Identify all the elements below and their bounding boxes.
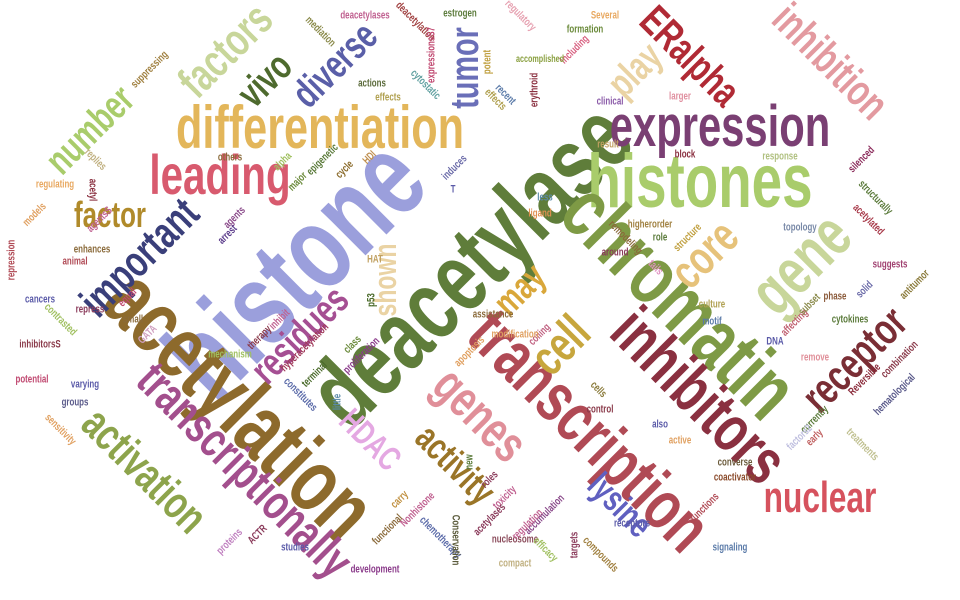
word-enhances: enhances bbox=[73, 243, 111, 256]
word-converse: converse bbox=[717, 456, 753, 469]
word-block: block bbox=[674, 148, 696, 161]
word-mediation: mediation bbox=[302, 14, 338, 50]
word-t: T bbox=[450, 183, 456, 196]
word-carry: carry bbox=[388, 488, 411, 511]
word-histones: histones bbox=[587, 139, 813, 224]
word-effects2: effects bbox=[375, 91, 401, 104]
word-potential: potential bbox=[15, 373, 49, 386]
word-larger: larger bbox=[668, 90, 692, 103]
word-several: Several bbox=[590, 9, 620, 22]
word-higherorder: higherorder bbox=[627, 218, 673, 231]
word-inhibitorss: inhibitorsS bbox=[19, 338, 61, 351]
word-new: new bbox=[463, 454, 476, 470]
word-development: development bbox=[350, 563, 400, 576]
word-remove: remove bbox=[800, 351, 830, 364]
word-hat: HAT bbox=[367, 253, 383, 266]
word-coactivator: coactivator bbox=[713, 471, 757, 484]
word-culture: culture bbox=[698, 298, 726, 311]
word-around: around bbox=[601, 246, 629, 259]
word-role: role bbox=[652, 231, 668, 244]
word-compounds: compounds bbox=[580, 534, 621, 575]
word-result: result bbox=[597, 138, 619, 151]
word-suppressing: suppressing bbox=[128, 48, 171, 91]
word-treatments: treatments bbox=[843, 426, 881, 464]
word-acetyl: acetyl bbox=[86, 178, 99, 202]
word-leading: leading bbox=[149, 143, 291, 206]
word-receptors: receptors bbox=[613, 517, 651, 530]
word-differentiation: differentiation bbox=[176, 94, 464, 161]
word-regulating: regulating bbox=[35, 178, 75, 191]
word-clinical: clinical bbox=[596, 95, 624, 108]
word-cytokines: cytokines bbox=[831, 313, 869, 326]
word-little: little bbox=[331, 393, 344, 411]
word-signaling: signaling bbox=[712, 541, 748, 554]
word-animal: animal bbox=[62, 255, 88, 268]
word-others: others bbox=[217, 151, 243, 164]
word-solid: solid bbox=[853, 278, 876, 301]
word-nucleosome: nucleosome bbox=[491, 533, 539, 546]
word-actr: ACTR bbox=[245, 522, 270, 547]
word-cancers: cancers bbox=[25, 293, 55, 306]
word-formation: formation bbox=[566, 23, 604, 36]
word-deacetylases: deacetylases bbox=[340, 9, 390, 22]
word-less: less bbox=[537, 191, 553, 204]
word-estrogen: estrogen bbox=[443, 7, 477, 20]
word-expressionss7: expressionsS7 bbox=[425, 27, 438, 83]
word-silenced: silenced bbox=[846, 144, 878, 176]
word-groups: groups bbox=[61, 396, 89, 409]
word-ligand: ligand bbox=[528, 207, 552, 220]
word-potent: potent bbox=[481, 49, 494, 75]
word-conservation: Conservation bbox=[449, 514, 462, 566]
word-factor: factor bbox=[73, 194, 147, 235]
word-assistance: assistance bbox=[472, 308, 514, 321]
word-response: response bbox=[762, 150, 798, 163]
word-motif: motif bbox=[702, 315, 722, 328]
word-hematological: hematological bbox=[871, 371, 918, 418]
word-active: active bbox=[668, 434, 692, 447]
word-studies: studies bbox=[281, 541, 309, 554]
word-dna: DNA bbox=[766, 335, 784, 348]
word-nuclear: nuclear bbox=[763, 473, 877, 522]
word-control: control bbox=[586, 403, 614, 416]
word-contrasted: contrasted bbox=[41, 301, 79, 339]
word-targets: targets bbox=[568, 531, 581, 559]
word-phase: phase bbox=[823, 290, 847, 303]
word-accomplished: accomplished bbox=[515, 54, 565, 65]
word-p53: p53 bbox=[365, 293, 378, 307]
word-expression: expression bbox=[609, 94, 831, 159]
word-small: small bbox=[122, 313, 144, 326]
word-models: models bbox=[20, 200, 49, 229]
word-also: also bbox=[652, 418, 668, 431]
word-antitumor: antitumor bbox=[897, 267, 932, 302]
word-regulatory: regulatory bbox=[502, 0, 539, 34]
word-proteins: proteins bbox=[214, 526, 245, 557]
word-number: number bbox=[37, 77, 143, 183]
word-sensitivity: sensitivity bbox=[42, 411, 79, 448]
word-efficacy: efficacy bbox=[530, 534, 561, 565]
word-mechanism: mechanism bbox=[208, 348, 252, 361]
word-compact: compact bbox=[498, 557, 532, 570]
word-modification: modification bbox=[491, 328, 539, 341]
word-varying: varying bbox=[70, 378, 100, 391]
word-actions: actions bbox=[358, 77, 386, 90]
word-suggests: suggests bbox=[872, 258, 908, 271]
word-repression: repression bbox=[5, 239, 18, 281]
word-topology: topology bbox=[783, 221, 817, 234]
word-tumor: tumor bbox=[443, 27, 487, 109]
word-erythroid: erythroid bbox=[528, 72, 541, 108]
word-repress: repress bbox=[75, 303, 105, 316]
